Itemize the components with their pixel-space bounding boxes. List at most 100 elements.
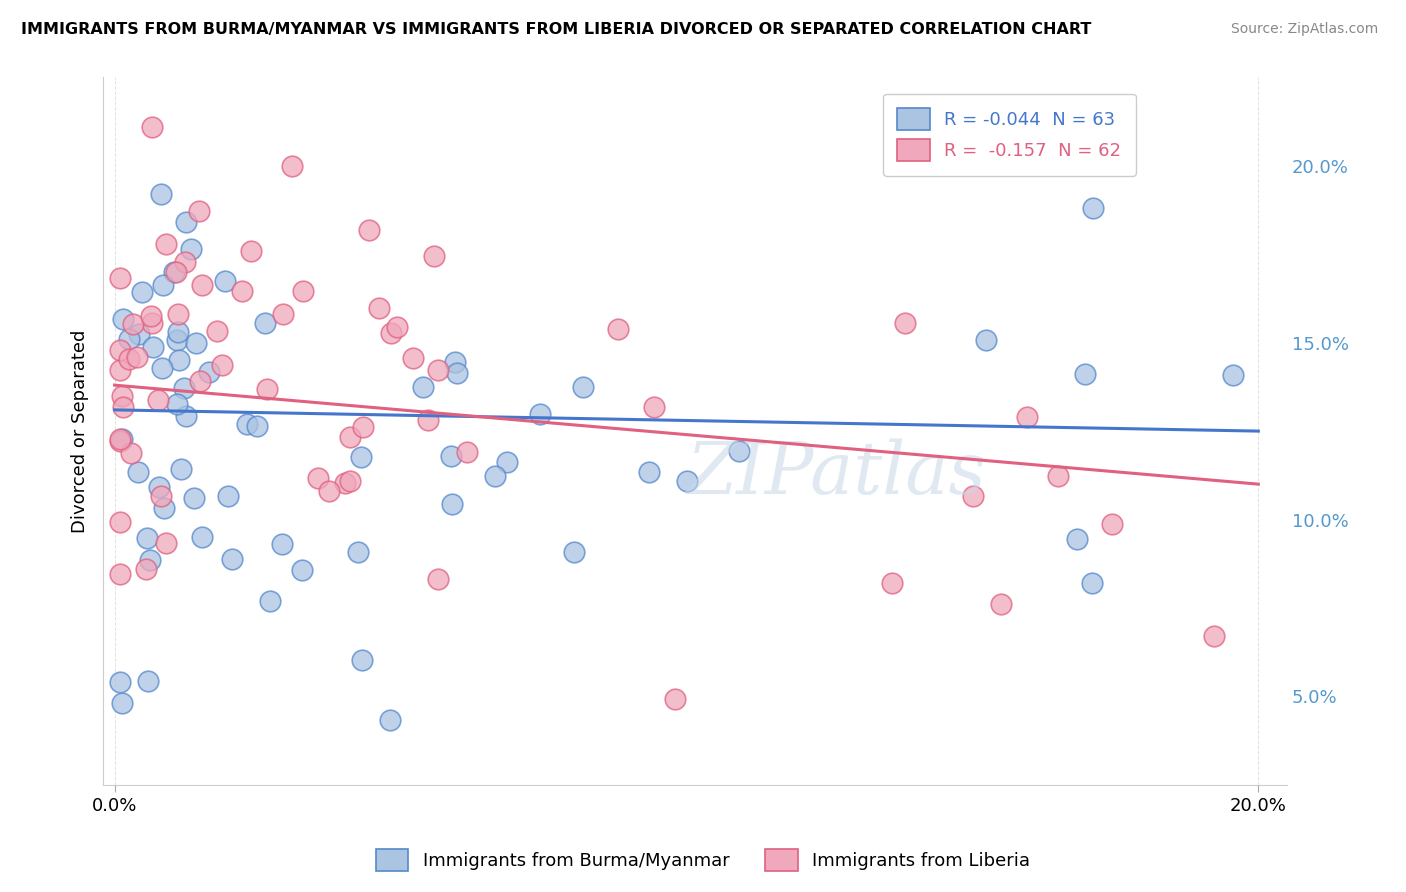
Point [110, 697, 132, 711]
Point [882, 576, 904, 591]
Point [281, 159, 304, 173]
Point [110, 434, 132, 448]
Text: Source: ZipAtlas.com: Source: ZipAtlas.com [1230, 22, 1378, 37]
Point [136, 674, 159, 689]
Point [110, 432, 132, 446]
Point [292, 284, 315, 298]
Point [307, 471, 329, 485]
Point [456, 445, 478, 459]
Point [166, 265, 188, 279]
Point [127, 350, 149, 364]
Point [110, 675, 132, 690]
Point [174, 409, 197, 424]
Point [166, 397, 188, 411]
Point [122, 317, 145, 331]
Point [110, 271, 132, 285]
Point [191, 530, 214, 544]
Point [350, 450, 373, 464]
Point [441, 497, 464, 511]
Point [217, 489, 239, 503]
Point [1204, 629, 1226, 643]
Point [174, 215, 197, 229]
Point [350, 653, 373, 667]
Point [166, 333, 188, 347]
Legend: Immigrants from Burma/Myanmar, Immigrants from Liberia: Immigrants from Burma/Myanmar, Immigrant… [368, 842, 1038, 879]
Point [221, 551, 243, 566]
Point [110, 343, 132, 358]
Legend: R = -0.044  N = 63, R =  -0.157  N = 62: R = -0.044 N = 63, R = -0.157 N = 62 [883, 94, 1136, 176]
Point [378, 713, 401, 727]
Point [231, 285, 253, 299]
Point [205, 324, 228, 338]
Point [135, 562, 157, 576]
Point [333, 475, 356, 490]
Point [169, 352, 191, 367]
Point [352, 419, 374, 434]
Point [426, 363, 449, 377]
Point [198, 365, 221, 379]
Point [110, 515, 132, 529]
Point [368, 301, 391, 316]
Point [291, 563, 314, 577]
Point [110, 567, 132, 582]
Point [155, 236, 177, 251]
Point [572, 380, 595, 394]
Point [153, 500, 176, 515]
Point [138, 553, 160, 567]
Point [173, 255, 195, 269]
Y-axis label: Divorced or Separated: Divorced or Separated [72, 329, 89, 533]
Point [254, 316, 277, 330]
Point [246, 418, 269, 433]
Point [191, 277, 214, 292]
Point [240, 244, 263, 258]
Text: ZIPatlas: ZIPatlas [688, 438, 987, 508]
Point [894, 316, 917, 330]
Point [127, 466, 149, 480]
Point [236, 417, 259, 431]
Point [141, 120, 163, 134]
Point [426, 572, 449, 586]
Point [150, 360, 173, 375]
Point [976, 334, 998, 348]
Point [412, 380, 434, 394]
Point [211, 359, 233, 373]
Point [385, 319, 408, 334]
Point [111, 311, 134, 326]
Point [259, 594, 281, 608]
Point [273, 307, 295, 321]
Point [131, 285, 153, 300]
Point [150, 186, 173, 201]
Point [1047, 469, 1070, 483]
Point [357, 223, 380, 237]
Point [111, 389, 134, 403]
Point [135, 531, 157, 545]
Point [484, 468, 506, 483]
Point [170, 461, 193, 475]
Point [339, 430, 361, 444]
Point [676, 474, 699, 488]
Point [111, 432, 134, 446]
Point [1101, 517, 1123, 532]
Point [496, 455, 519, 469]
Point [1017, 409, 1039, 424]
Point [664, 691, 686, 706]
Point [214, 274, 236, 288]
Point [149, 490, 172, 504]
Point [423, 249, 446, 263]
Point [112, 400, 135, 414]
Point [167, 307, 190, 321]
Point [148, 393, 170, 408]
Point [163, 265, 186, 279]
Point [1222, 368, 1244, 383]
Point [152, 277, 174, 292]
Point [187, 203, 209, 218]
Point [128, 326, 150, 341]
Point [139, 309, 162, 323]
Point [141, 316, 163, 330]
Point [347, 545, 370, 559]
Point [142, 340, 165, 354]
Point [180, 242, 202, 256]
Point [402, 351, 425, 366]
Point [380, 326, 402, 340]
Point [118, 332, 141, 346]
